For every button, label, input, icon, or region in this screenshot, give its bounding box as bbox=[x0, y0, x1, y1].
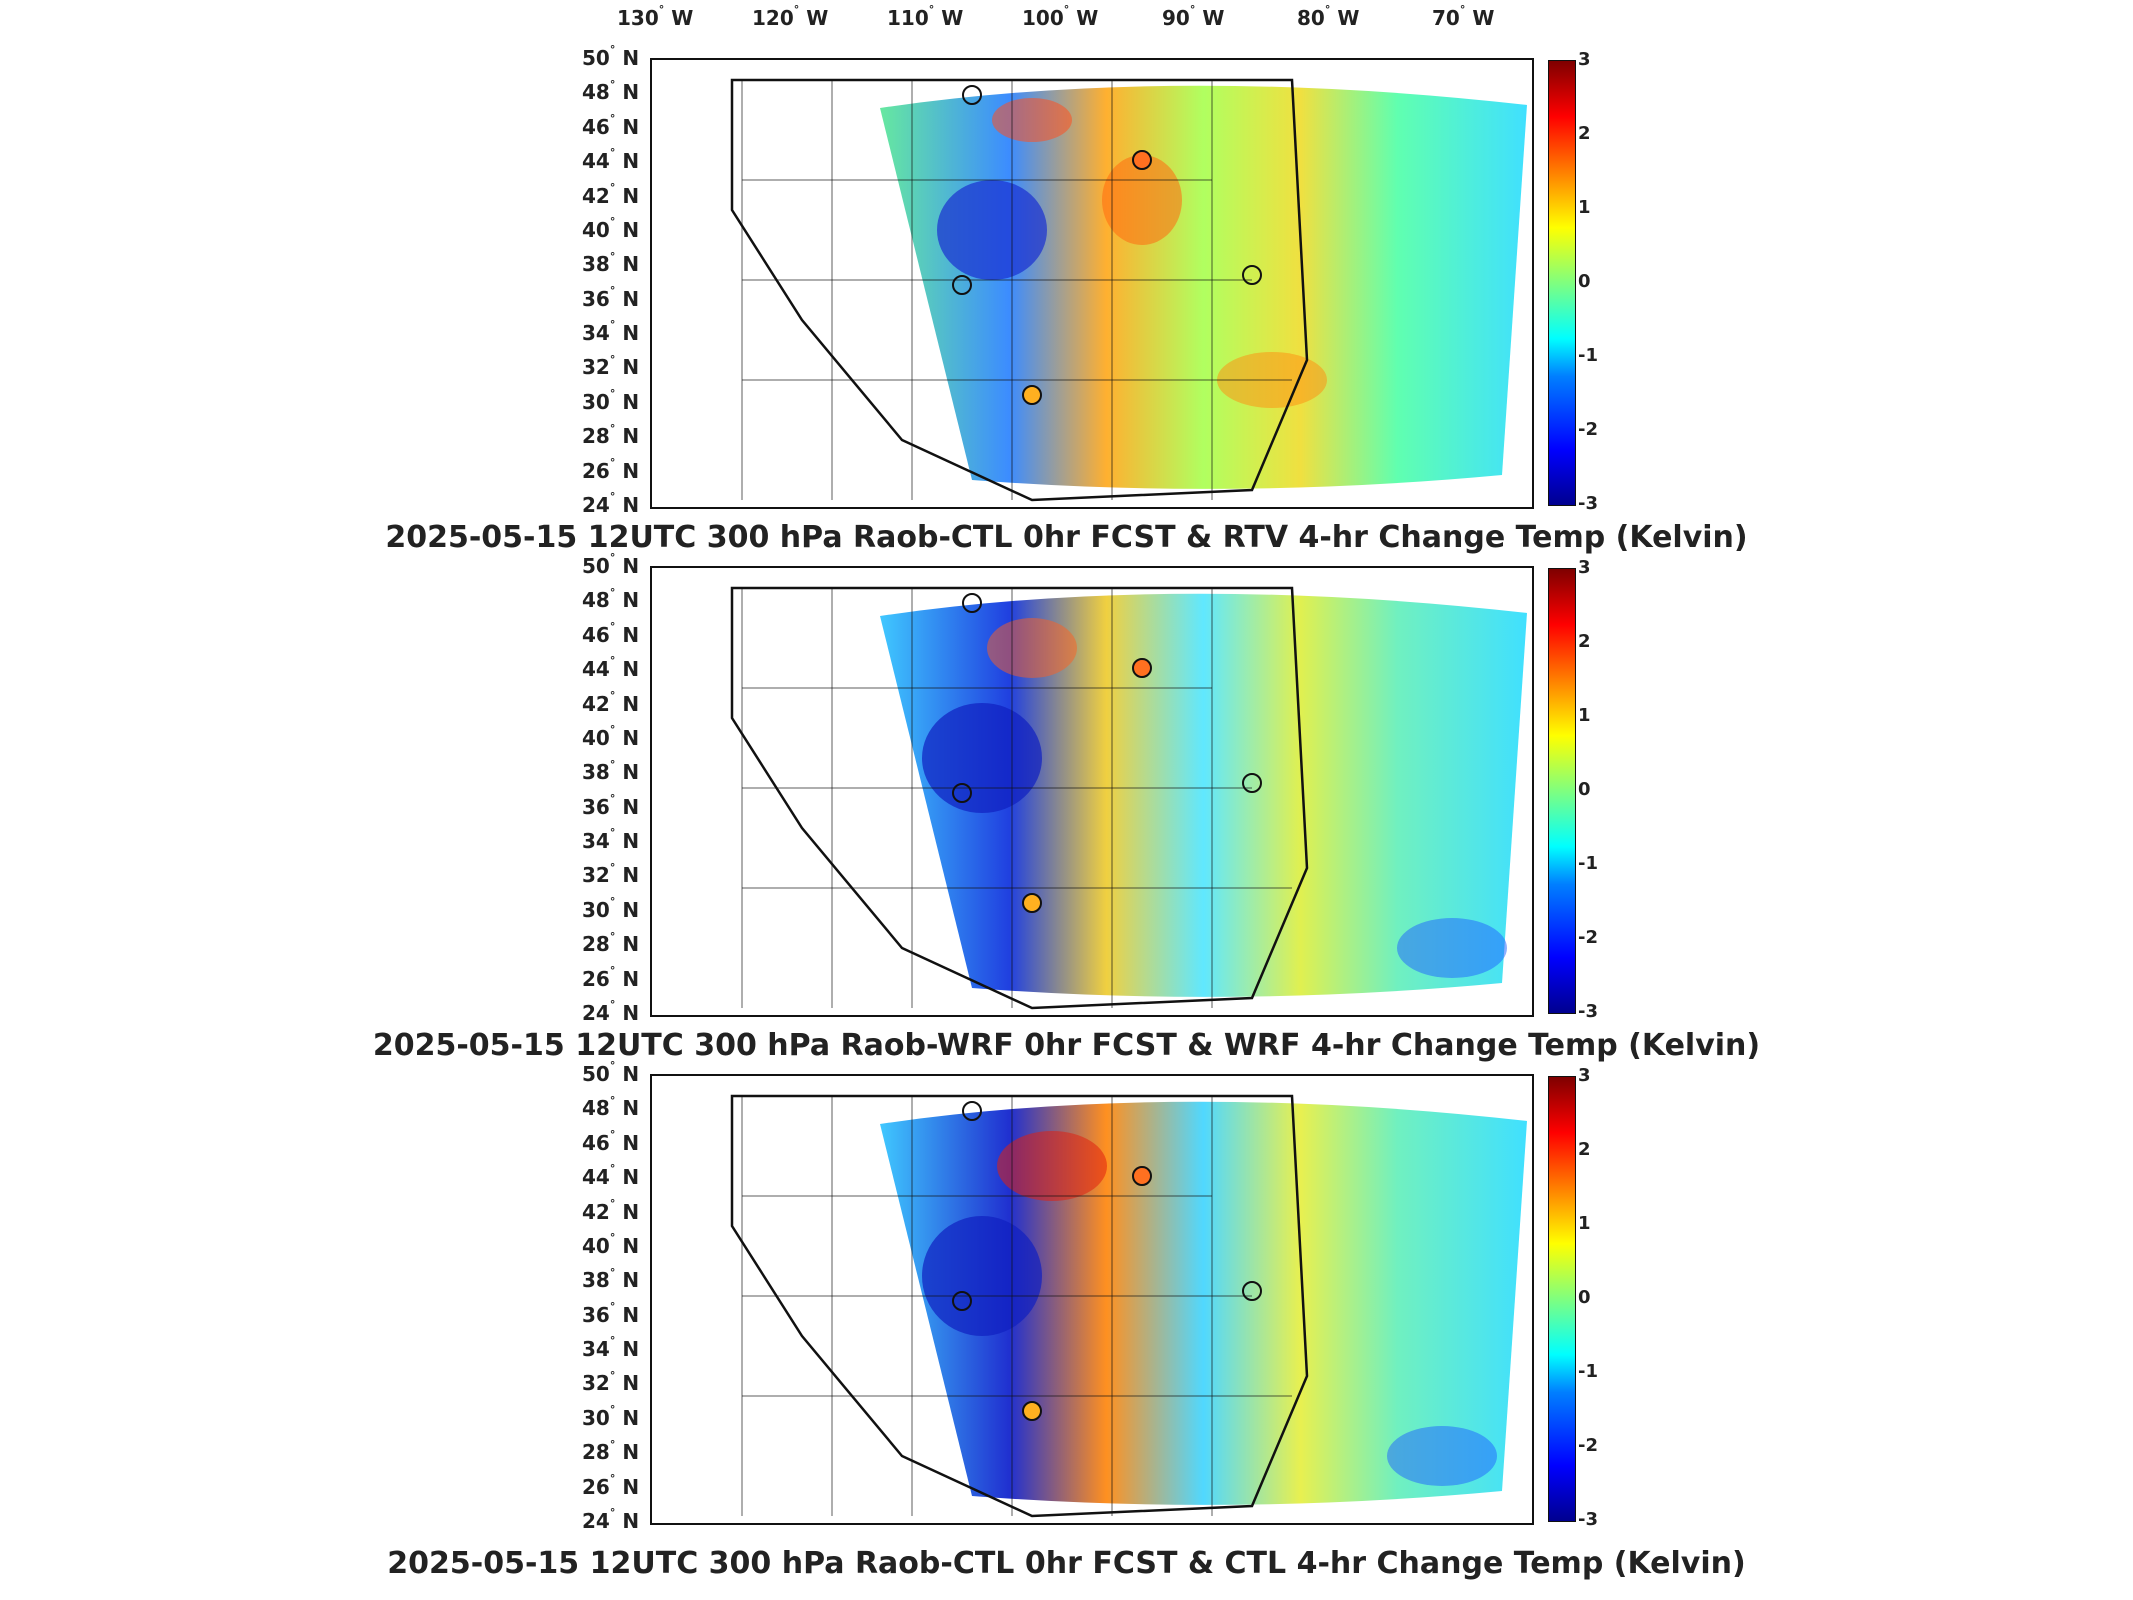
lat-label: 46° N bbox=[582, 620, 640, 647]
lat-label: 36° N bbox=[582, 284, 640, 311]
field-area bbox=[880, 593, 1527, 997]
lat-label: 42° N bbox=[582, 1196, 640, 1224]
lat-label: 26° N bbox=[582, 963, 640, 991]
lat-label: 38° N bbox=[582, 249, 640, 277]
colorbar-tick: 0 bbox=[1578, 271, 1591, 292]
lat-label: 50° N bbox=[582, 43, 640, 70]
colorbar-tick: -3 bbox=[1578, 1001, 1598, 1022]
lat-label: 50° N bbox=[582, 551, 640, 578]
lat-label: 42° N bbox=[582, 688, 640, 716]
colorbar-tick: -1 bbox=[1578, 1361, 1598, 1382]
map-frame bbox=[650, 1074, 1534, 1525]
temperature-map bbox=[730, 586, 1527, 1010]
colorbar-tick: -1 bbox=[1578, 853, 1598, 874]
field-area bbox=[880, 85, 1527, 489]
lat-label: 34° N bbox=[582, 1334, 640, 1362]
raob-station bbox=[962, 85, 982, 105]
lon-label: 130° W bbox=[617, 3, 694, 30]
lat-label: 28° N bbox=[582, 929, 640, 957]
colorbar-tick: 3 bbox=[1578, 49, 1591, 70]
raob-station bbox=[962, 1101, 982, 1121]
lon-label: 90° W bbox=[1162, 3, 1225, 30]
lat-label: 24° N bbox=[582, 490, 640, 517]
colorbar-tick: 1 bbox=[1578, 1213, 1591, 1234]
lat-label: 34° N bbox=[582, 318, 640, 346]
map-frame bbox=[650, 566, 1534, 1017]
colorbar bbox=[1548, 568, 1576, 1014]
state-borders bbox=[741, 1096, 1213, 1516]
coastline bbox=[730, 1094, 1309, 1518]
lat-label: 40° N bbox=[582, 1231, 640, 1258]
colorbar-tick: 0 bbox=[1578, 779, 1591, 800]
lon-label: 80° W bbox=[1297, 3, 1360, 30]
colorbar-tick: -2 bbox=[1578, 1435, 1598, 1456]
lon-label: 70° W bbox=[1432, 3, 1495, 30]
temperature-map bbox=[730, 78, 1527, 502]
map-frame bbox=[650, 58, 1534, 509]
raob-station bbox=[962, 593, 982, 613]
panel-title: 2025-05-15 12UTC 300 hPa Raob-CTL 0hr FC… bbox=[387, 1546, 1746, 1581]
colorbar-tick: -3 bbox=[1578, 493, 1598, 514]
lat-label: 28° N bbox=[582, 1437, 640, 1465]
colorbar bbox=[1548, 1076, 1576, 1522]
lat-label: 40° N bbox=[582, 215, 640, 242]
lat-label: 30° N bbox=[582, 895, 640, 922]
lat-label: 44° N bbox=[582, 1162, 640, 1190]
lat-label: 32° N bbox=[582, 860, 640, 888]
lat-label: 36° N bbox=[582, 792, 640, 819]
colorbar-tick: -2 bbox=[1578, 927, 1598, 948]
colorbar-tick: -2 bbox=[1578, 419, 1598, 440]
lon-label: 100° W bbox=[1022, 3, 1099, 30]
lat-label: 36° N bbox=[582, 1300, 640, 1327]
map-panel-1: 3 2 1 0 -1 -2 -3 2025-05-15 12UTC 300 hP… bbox=[0, 0, 2133, 555]
lat-label: 40° N bbox=[582, 723, 640, 750]
lat-label: 34° N bbox=[582, 826, 640, 854]
lat-label: 32° N bbox=[582, 1368, 640, 1396]
colorbar-tick: 2 bbox=[1578, 631, 1591, 652]
map-panel-2: 3 2 1 0 -1 -2 -3 2025-05-15 12UTC 300 hP… bbox=[0, 508, 2133, 1063]
panel-title: 2025-05-15 12UTC 300 hPa Raob-CTL 0hr FC… bbox=[385, 520, 1748, 555]
lat-label: 26° N bbox=[582, 455, 640, 483]
lat-label: 44° N bbox=[582, 146, 640, 174]
lat-label: 26° N bbox=[582, 1471, 640, 1499]
colorbar-tick: 1 bbox=[1578, 197, 1591, 218]
colorbar-tick: 2 bbox=[1578, 123, 1591, 144]
lat-label: 28° N bbox=[582, 421, 640, 449]
colorbar-tick: 3 bbox=[1578, 557, 1591, 578]
lat-label: 38° N bbox=[582, 1265, 640, 1293]
lat-label: 48° N bbox=[582, 1093, 640, 1121]
state-borders bbox=[741, 80, 1213, 500]
colorbar-tick: 1 bbox=[1578, 705, 1591, 726]
state-borders bbox=[741, 588, 1213, 1008]
lat-label: 44° N bbox=[582, 654, 640, 682]
lat-label: 50° N bbox=[582, 1059, 640, 1086]
lat-label: 30° N bbox=[582, 1403, 640, 1430]
lon-label: 120° W bbox=[752, 3, 829, 30]
lat-label: 30° N bbox=[582, 387, 640, 414]
lat-label: 24° N bbox=[582, 1506, 640, 1533]
field-area bbox=[880, 1101, 1527, 1505]
colorbar-tick: -1 bbox=[1578, 345, 1598, 366]
lat-label: 42° N bbox=[582, 180, 640, 208]
lat-label: 38° N bbox=[582, 757, 640, 785]
lon-label: 110° W bbox=[887, 3, 964, 30]
map-panel-3: 3 2 1 0 -1 -2 -3 2025-05-15 12UTC 300 hP… bbox=[0, 1016, 2133, 1581]
colorbar-tick: -3 bbox=[1578, 1509, 1598, 1530]
colorbar-tick: 0 bbox=[1578, 1287, 1591, 1308]
colorbar-tick: 2 bbox=[1578, 1139, 1591, 1160]
colorbar bbox=[1548, 60, 1576, 506]
lat-label: 48° N bbox=[582, 585, 640, 613]
colorbar-tick: 3 bbox=[1578, 1065, 1591, 1086]
lat-label: 48° N bbox=[582, 77, 640, 105]
lat-label: 46° N bbox=[582, 112, 640, 139]
coastline bbox=[730, 78, 1309, 502]
coastline bbox=[730, 586, 1309, 1010]
lat-label: 32° N bbox=[582, 352, 640, 380]
temperature-map bbox=[730, 1094, 1527, 1518]
panel-title: 2025-05-15 12UTC 300 hPa Raob-WRF 0hr FC… bbox=[372, 1028, 1761, 1063]
lat-label: 24° N bbox=[582, 998, 640, 1025]
lat-label: 46° N bbox=[582, 1128, 640, 1155]
